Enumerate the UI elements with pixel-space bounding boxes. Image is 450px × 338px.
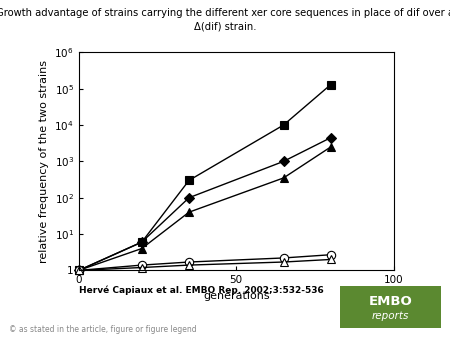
Text: Growth advantage of strains carrying the different xer core sequences in place o: Growth advantage of strains carrying the… xyxy=(0,8,450,19)
Text: EMBO: EMBO xyxy=(369,295,412,308)
Text: Δ(dif) strain.: Δ(dif) strain. xyxy=(194,22,256,32)
Text: reports: reports xyxy=(372,311,409,321)
Text: Hervé Capiaux et al. EMBO Rep. 2002;3:532-536: Hervé Capiaux et al. EMBO Rep. 2002;3:53… xyxy=(79,286,324,295)
Text: © as stated in the article, figure or figure legend: © as stated in the article, figure or fi… xyxy=(9,325,197,334)
X-axis label: generations: generations xyxy=(203,291,270,301)
Y-axis label: relative frequency of the two strains: relative frequency of the two strains xyxy=(39,60,49,263)
